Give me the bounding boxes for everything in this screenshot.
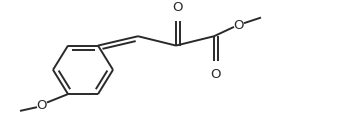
Text: O: O <box>234 18 244 31</box>
Text: O: O <box>210 68 221 81</box>
Text: O: O <box>37 99 47 112</box>
Text: O: O <box>172 1 183 14</box>
